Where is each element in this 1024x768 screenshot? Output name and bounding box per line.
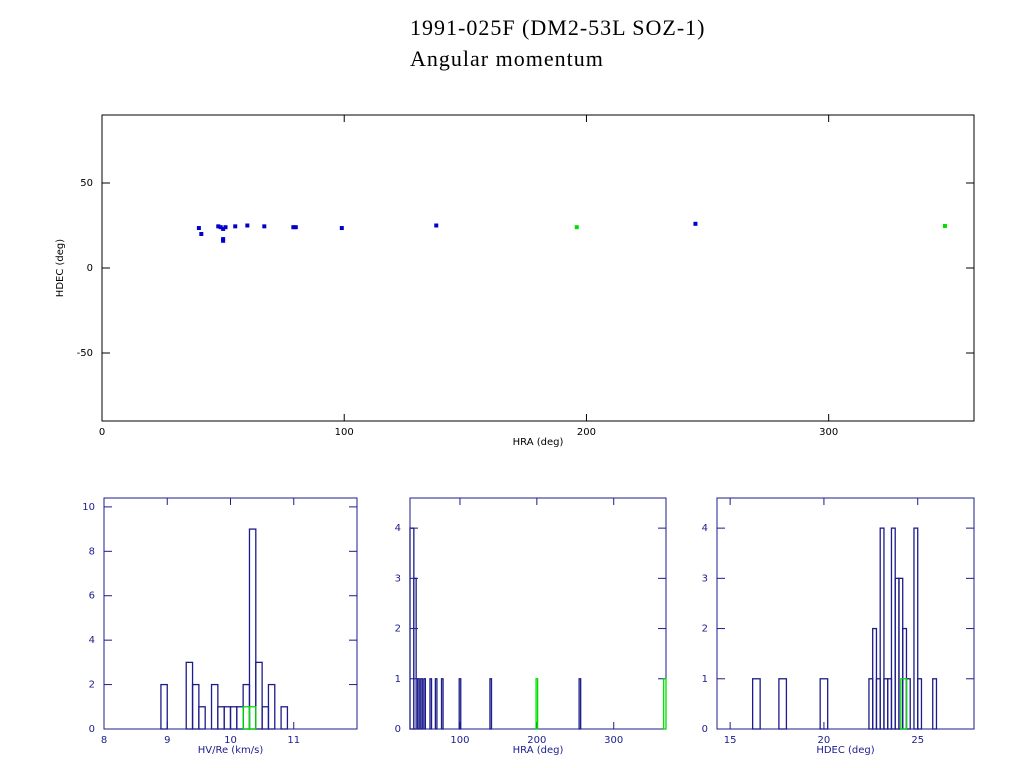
point xyxy=(196,226,201,231)
x-tick-label: 8 xyxy=(101,735,107,746)
histogram-bar xyxy=(160,683,168,730)
y-tick-label: 8 xyxy=(89,546,95,557)
x-tick-label: 300 xyxy=(819,427,838,438)
histogram-bar xyxy=(217,706,225,730)
histogram-bar xyxy=(248,528,257,730)
histogram-bar xyxy=(413,577,417,730)
y-tick-label: 1 xyxy=(702,674,708,685)
point xyxy=(574,225,579,230)
point xyxy=(218,225,223,230)
plot-frame xyxy=(101,114,975,422)
y-tick-label: 2 xyxy=(89,680,95,691)
x-tick-label: 25 xyxy=(911,735,924,746)
x-axis-label: HDEC (deg) xyxy=(816,745,874,756)
x-tick-label: 15 xyxy=(724,735,737,746)
y-tick-label: 50 xyxy=(80,178,93,189)
histogram-bar xyxy=(663,678,667,730)
x-axis-label: HRA (deg) xyxy=(513,437,564,448)
x-tick-label: 0 xyxy=(99,427,105,438)
histogram-bar xyxy=(489,678,493,730)
histogram-bar xyxy=(242,706,251,730)
point xyxy=(221,238,226,243)
y-tick-label: 2 xyxy=(395,624,401,635)
point xyxy=(216,224,221,229)
point xyxy=(221,226,226,231)
x-tick-label: 300 xyxy=(604,735,623,746)
point xyxy=(262,224,267,229)
y-tick-label: 3 xyxy=(702,573,708,584)
y-tick-label: 0 xyxy=(395,724,401,735)
plot-frame xyxy=(716,497,975,730)
point xyxy=(293,225,298,230)
y-tick-label: 4 xyxy=(702,523,708,534)
histogram-bar xyxy=(819,678,829,730)
point xyxy=(233,224,238,229)
y-tick-label: 1 xyxy=(395,674,401,685)
y-tick-label: 10 xyxy=(82,502,95,513)
subtitle: Angular momentum xyxy=(410,46,604,71)
histogram-bar xyxy=(913,527,919,730)
histogram-bar xyxy=(423,678,427,730)
point xyxy=(291,225,296,230)
histogram-bar xyxy=(255,661,263,730)
histogram-bar xyxy=(932,678,938,730)
y-tick-label: 0 xyxy=(89,724,95,735)
histogram-bar xyxy=(280,706,289,730)
x-tick-label: 9 xyxy=(164,735,170,746)
point xyxy=(942,224,947,229)
histogram-bar xyxy=(778,678,788,730)
point xyxy=(434,223,439,228)
histogram-bar xyxy=(248,706,257,730)
y-tick-label: -50 xyxy=(77,348,93,359)
point xyxy=(245,223,250,228)
x-axis-label: HRA (deg) xyxy=(513,745,564,756)
x-tick-label: 10 xyxy=(224,735,237,746)
x-tick-label: 200 xyxy=(577,427,596,438)
x-axis-label: HV/Re (km/s) xyxy=(198,745,264,756)
histogram-bar xyxy=(198,706,206,730)
histogram-bar xyxy=(236,706,244,730)
histogram-bar xyxy=(535,678,539,730)
x-tick-label: 200 xyxy=(527,735,546,746)
histogram-bar xyxy=(210,683,219,730)
histogram-bar xyxy=(229,706,238,730)
y-tick-label: 0 xyxy=(87,263,93,274)
histogram-bar xyxy=(440,678,444,730)
plot-frame xyxy=(103,497,358,730)
point xyxy=(339,226,344,231)
histogram-bar xyxy=(191,683,200,730)
x-tick-label: 20 xyxy=(818,735,831,746)
y-tick-label: 2 xyxy=(702,624,708,635)
y-tick-label: 3 xyxy=(395,573,401,584)
histogram-bar xyxy=(261,706,270,730)
histogram-bar xyxy=(900,678,908,730)
x-tick-label: 100 xyxy=(335,427,354,438)
histogram-bar xyxy=(917,678,923,730)
x-tick-label: 11 xyxy=(287,735,300,746)
histogram-bar xyxy=(417,678,420,730)
y-tick-label: 4 xyxy=(395,523,401,534)
x-tick-label: 100 xyxy=(450,735,469,746)
y-tick-label: 0 xyxy=(702,724,708,735)
histogram-bar xyxy=(420,678,423,730)
histogram-bar xyxy=(879,527,885,730)
histogram-bar xyxy=(429,678,433,730)
y-tick-label: 6 xyxy=(89,591,95,602)
histogram-bar xyxy=(223,706,232,730)
y-tick-label: 4 xyxy=(89,635,95,646)
histogram-bar xyxy=(458,678,462,730)
point xyxy=(693,221,698,226)
histogram-bar xyxy=(185,661,194,730)
histogram-bar xyxy=(751,678,761,730)
y-axis-label: HDEC (deg) xyxy=(55,239,66,297)
histogram-bar xyxy=(434,678,438,730)
point xyxy=(199,232,204,236)
histogram-bar xyxy=(578,678,582,730)
point xyxy=(223,225,228,230)
title: 1991-025F (DM2-53L SOZ-1) xyxy=(410,15,706,40)
histogram-bar xyxy=(267,683,276,730)
